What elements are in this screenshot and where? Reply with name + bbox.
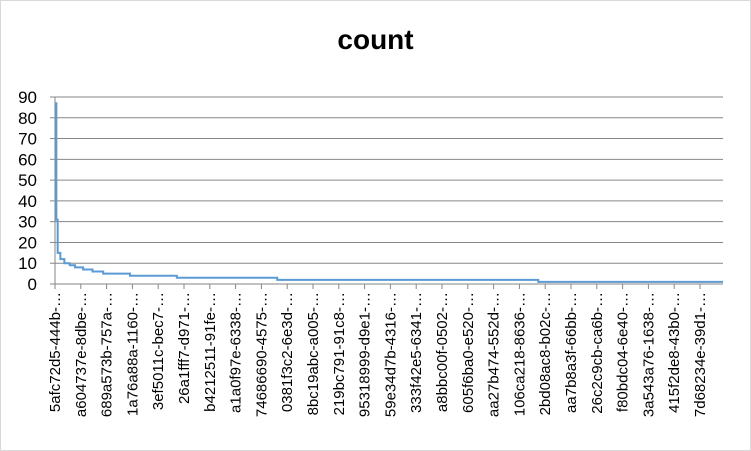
x-tick-label: aa27b474-552d-… — [486, 292, 503, 417]
x-tick-label: 415f2de8-43b0-… — [666, 292, 683, 413]
y-tick-label: 80 — [18, 109, 37, 128]
x-tick-label: 74686690-4575-… — [253, 292, 270, 417]
x-tick-label: b4212511-91fe-… — [202, 292, 219, 412]
x-tick-label: 1a76a88a-1160-… — [124, 292, 141, 416]
y-tick-label: 40 — [18, 192, 37, 211]
x-tick-label: 3ef5011c-bec7-… — [150, 292, 167, 410]
x-tick-label: 95318999-d9e1-… — [357, 292, 374, 417]
y-tick-label: 50 — [18, 171, 37, 190]
x-tick-label: a8bbc00f-0502-… — [434, 292, 451, 412]
x-tick-label: 59e34d7b-4316-… — [382, 292, 399, 417]
series-layer — [55, 102, 723, 283]
y-tick-label: 90 — [18, 88, 37, 107]
x-tick-label: aa7b8a3f-66bb-… — [563, 292, 580, 413]
y-tick-label: 20 — [18, 233, 37, 252]
x-tick-label: 605f6ba0-e520-… — [460, 292, 477, 413]
y-tick-label: 70 — [18, 130, 37, 149]
x-tick-label: 333f42e5-6341-… — [408, 292, 425, 413]
x-tick-label: 689a573b-757a-… — [99, 292, 116, 417]
x-tick-label: 5afc72d5-444b-… — [47, 292, 64, 412]
x-tick-label: f80bdc04-6e40-… — [615, 292, 632, 412]
axes — [50, 96, 723, 285]
y-tick-label: 0 — [28, 275, 37, 294]
chart-title: count — [337, 24, 414, 55]
x-tick-label: 106ca218-8636-… — [511, 292, 528, 416]
y-tick-label: 60 — [18, 150, 37, 169]
y-tick-label: 30 — [18, 213, 37, 232]
series-line-count — [55, 102, 723, 283]
x-tick-labels: 5afc72d5-444b-… a604737e-8dbe-… 689a573b-7… — [47, 284, 709, 417]
x-tick-label: 8bc19abc-a005-… — [305, 292, 322, 415]
x-tick-label: a1a0f97e-6338-… — [228, 292, 245, 413]
x-tick-label: a604737e-8dbe-… — [73, 292, 90, 417]
x-tick-label: 3a543a76-1638-… — [640, 292, 657, 417]
y-tick-label: 10 — [18, 254, 37, 273]
x-tick-label: 219bc791-91c8-… — [331, 292, 348, 415]
x-tick-label: 2bd08ac8-b02c-… — [537, 292, 554, 415]
x-tick-label: 0381f3c2-6e3d-… — [279, 292, 296, 412]
x-tick-label: 7d68234e-39d1-… — [692, 292, 709, 417]
x-tick-label: 26a1fff7-d971-… — [176, 292, 193, 404]
x-tick-label: 26c2c9cb-ca6b-… — [589, 292, 606, 414]
gridlines — [55, 96, 723, 264]
